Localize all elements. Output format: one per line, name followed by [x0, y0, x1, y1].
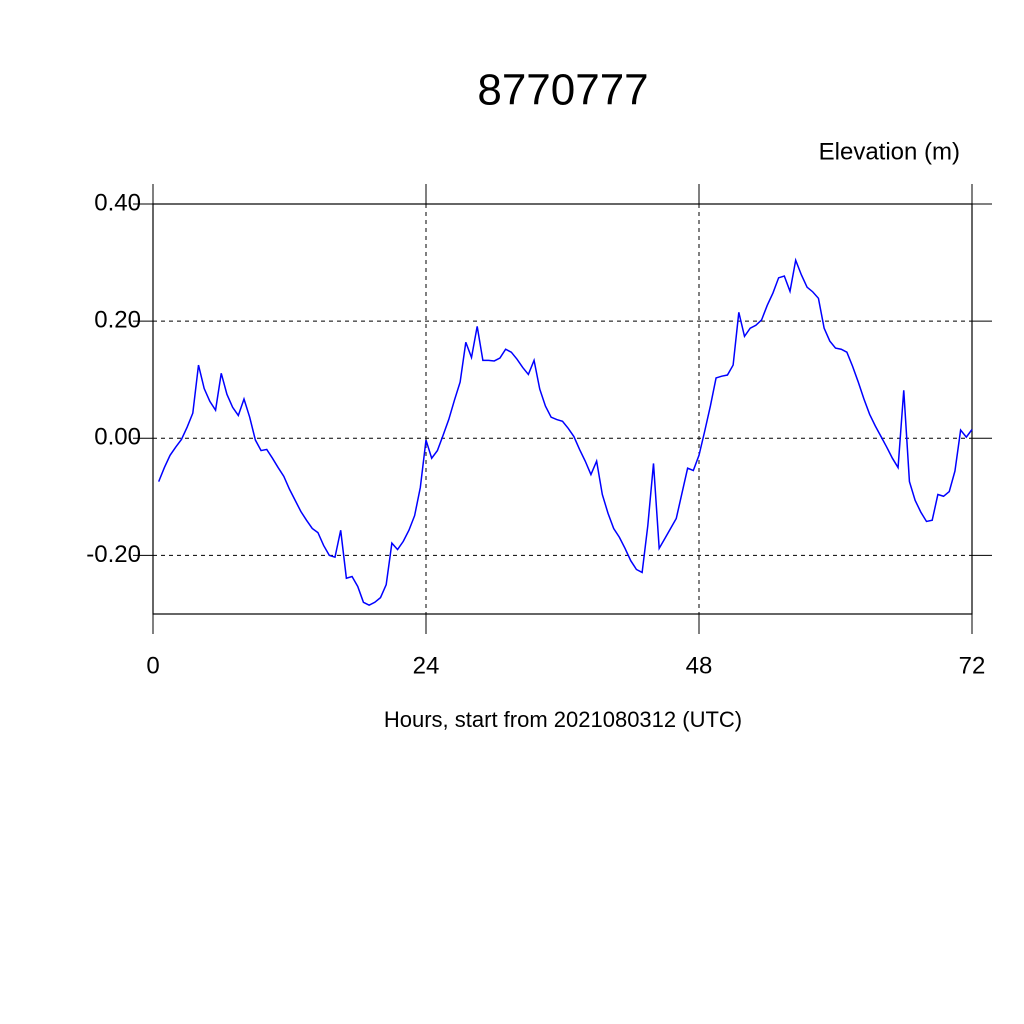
- y-tick-label: 0.40: [94, 189, 141, 216]
- y-tick-label: 0.20: [94, 306, 141, 333]
- x-tick-label: 72: [959, 652, 986, 679]
- x-axis-label: Hours, start from 2021080312 (UTC): [384, 707, 742, 732]
- x-tick-label: 48: [686, 652, 713, 679]
- y-axis-label: Elevation (m): [819, 138, 960, 165]
- data-line: [157, 257, 973, 607]
- chart-title: 8770777: [477, 66, 648, 115]
- y-tick-label: 0.00: [94, 424, 141, 451]
- y-tick-label: -0.20: [86, 541, 141, 568]
- plot-frame: [152, 203, 973, 615]
- x-tick-label: 24: [413, 652, 440, 679]
- x-tick-label: 0: [146, 652, 159, 679]
